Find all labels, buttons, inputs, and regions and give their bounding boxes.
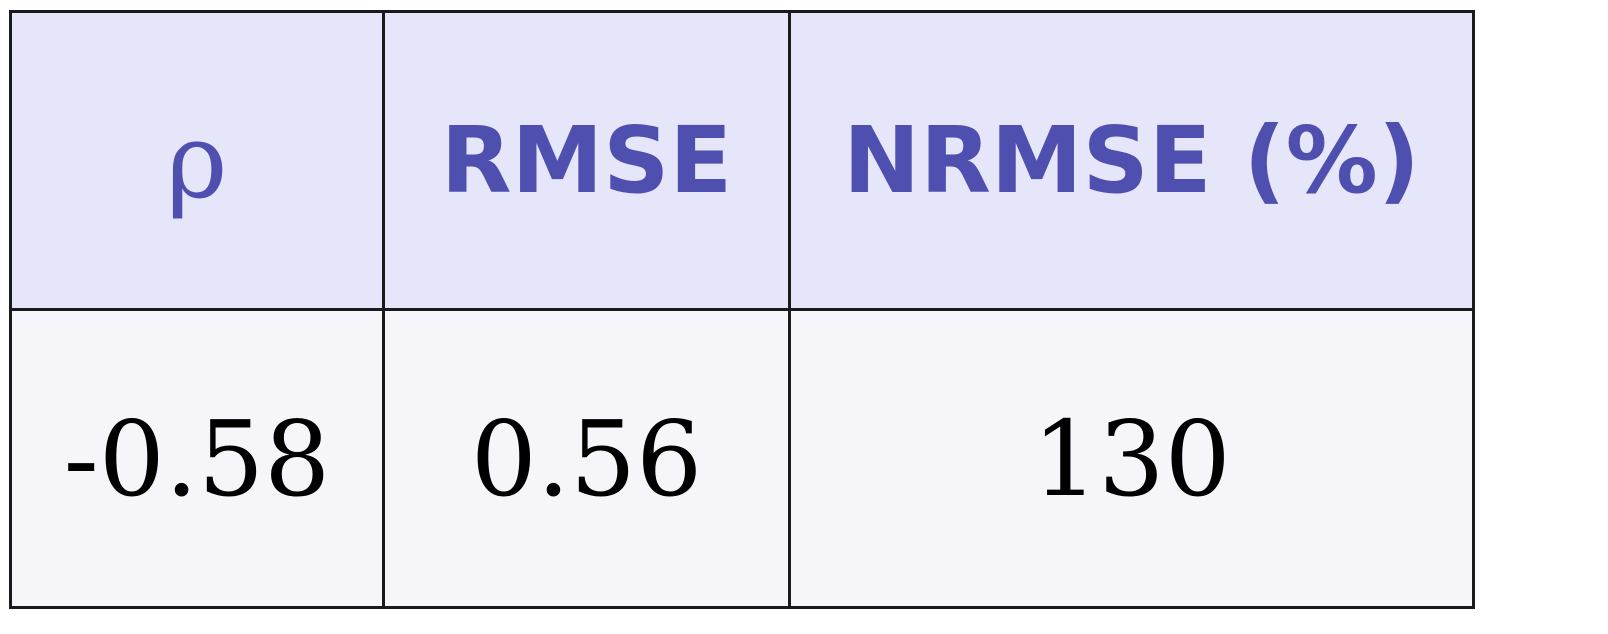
value-nrmse: 130	[788, 308, 1475, 609]
header-rmse: RMSE	[382, 10, 791, 311]
table-row: -0.58 0.56 130	[9, 308, 1475, 609]
value-rho: -0.58	[9, 308, 385, 609]
table-header-row: ρ RMSE NRMSE (%)	[9, 10, 1475, 311]
metrics-table: ρ RMSE NRMSE (%) -0.58 0.56 130	[9, 10, 1475, 609]
value-rmse: 0.56	[382, 308, 791, 609]
header-nrmse: NRMSE (%)	[788, 10, 1475, 311]
header-rho: ρ	[9, 10, 385, 311]
